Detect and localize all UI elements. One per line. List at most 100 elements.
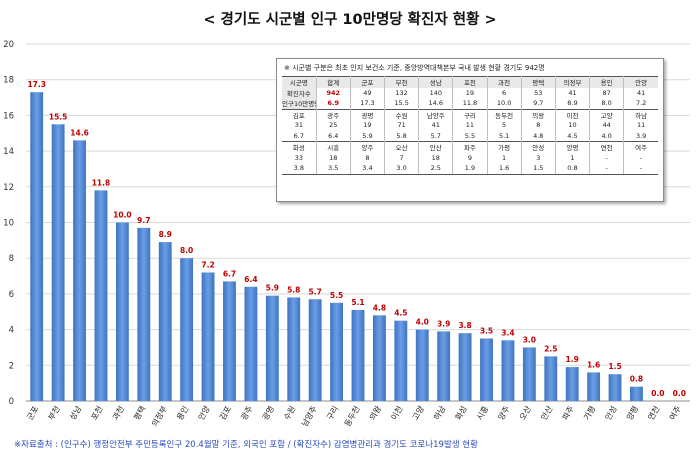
- bar: [565, 367, 579, 401]
- bar: [372, 315, 386, 401]
- table-cell: 7.2: [635, 99, 647, 108]
- table-cell: 3.9: [635, 131, 647, 140]
- bar: [244, 286, 258, 401]
- x-tick-label: 군포: [25, 405, 40, 422]
- table-cell: 포천: [452, 76, 488, 88]
- table-cell: 11: [636, 121, 646, 130]
- table-note: ※ 시군별 구분은 최초 인지 보건소 기준, 중앙방역대책본부 국내 발생 현…: [284, 64, 545, 72]
- table-cell: 8.9: [555, 98, 591, 109]
- x-tick-label: 오산: [517, 403, 533, 421]
- table-cell: 44: [589, 120, 625, 131]
- table-cell: 41: [636, 88, 646, 97]
- table-cell: -: [589, 163, 625, 175]
- bars: [30, 92, 643, 401]
- bar: [544, 356, 558, 401]
- table-cell: 구리: [452, 108, 488, 120]
- table-cell: 이천: [555, 108, 591, 120]
- x-tick-label: 광주: [239, 404, 255, 422]
- data-label: 14.6: [70, 128, 89, 137]
- table-cell: 안성: [521, 141, 556, 153]
- table-row: 33 18 8 7 18 9 1 3 1- -: [282, 152, 658, 163]
- table-cell: 5: [487, 120, 522, 131]
- table-cell: 3.5: [316, 163, 351, 175]
- table-cell: 양주: [350, 141, 386, 153]
- x-tick-label: 포천: [89, 404, 105, 422]
- bar: [30, 92, 44, 401]
- table-cell: 3: [521, 152, 556, 163]
- table-cell: 87: [589, 87, 625, 98]
- bar: [351, 309, 365, 401]
- bar: [94, 190, 108, 401]
- table-cell: 1.6: [487, 163, 522, 175]
- table-cell: 동두천: [487, 108, 522, 120]
- data-label: 4.5: [394, 309, 407, 318]
- table-cell: 71: [384, 120, 420, 131]
- table-cell: 1: [555, 152, 591, 163]
- y-tick-label: 18: [3, 76, 14, 86]
- bar: [115, 222, 129, 401]
- bar: [480, 338, 493, 401]
- bar: [437, 331, 451, 401]
- x-tick-label: 안산: [538, 403, 554, 421]
- table-cell: 5.9: [350, 130, 386, 142]
- table-row: 화성 시흥 양주 오산 안산 파주 가평 안성 양평 연천 여주: [282, 141, 658, 153]
- data-label: 5.1: [351, 298, 364, 307]
- table-cell: 김포: [282, 108, 317, 120]
- x-tick-label: 시흥: [474, 404, 490, 422]
- bar: [330, 302, 344, 401]
- data-label: 7.2: [201, 260, 214, 269]
- data-label: 6.4: [244, 275, 257, 284]
- table-cell: 14.6: [418, 98, 454, 109]
- table-cell: 41: [418, 120, 454, 131]
- summary-table: 시군명 합계 군포 부천 성남 포천 과천 평택 의정부 용인 안양 확진자수 942 49 132 140 1…: [282, 76, 658, 175]
- data-label: 0.0: [673, 389, 686, 398]
- table-cell: 고양: [589, 108, 625, 120]
- table-row: 확진자수 942 49 132 140 19 6 53 41 87 41: [282, 87, 658, 98]
- table-cell: 11: [452, 120, 488, 131]
- x-tick-label: 양주: [497, 405, 512, 422]
- table-cell: 1.5: [521, 163, 556, 175]
- table-cell: 25: [316, 120, 351, 131]
- table-row: 3.8 3.5 3.4 3.0 2.5 1.9 1.6 1.5 0.8- -: [282, 163, 658, 175]
- y-tick-label: 10: [3, 219, 14, 229]
- y-tick-label: 2: [9, 361, 14, 371]
- table-cell: 남양주: [418, 108, 454, 120]
- bar: [458, 333, 472, 401]
- bar: [501, 340, 515, 401]
- data-label: 4.8: [373, 303, 386, 312]
- data-label: 5.9: [266, 284, 279, 293]
- table-cell: 시흥: [316, 141, 351, 153]
- bar: [201, 272, 215, 401]
- x-tick-label: 하남: [431, 403, 447, 421]
- data-label: 5.7: [309, 287, 322, 296]
- table-cell: -: [589, 152, 625, 163]
- data-label: 3.0: [523, 335, 536, 344]
- table-cell: 안양: [623, 76, 658, 88]
- data-label: 8.0: [180, 246, 193, 255]
- table-cell: 3.4: [350, 163, 386, 175]
- table-cell: 확진자수: [282, 87, 317, 98]
- table-cell: 양평: [555, 141, 591, 153]
- table-cell: 4.0: [589, 130, 625, 142]
- table-cell: 시군명: [282, 76, 317, 88]
- table-cell: 6.9: [316, 98, 351, 109]
- table-row: 시군명 합계 군포 부천 성남 포천 과천 평택 의정부 용인 안양: [282, 76, 658, 88]
- x-tick-label: 여주: [667, 404, 683, 422]
- y-tick-label: 12: [3, 183, 14, 193]
- table-cell: 53: [521, 87, 556, 98]
- x-tick-label: 의정부: [149, 404, 169, 428]
- x-tick-label: 화성: [454, 405, 469, 422]
- table-cell: 8.0: [589, 98, 625, 109]
- bar: [180, 258, 194, 401]
- bar: [51, 124, 65, 401]
- x-tick-label: 부천: [46, 404, 62, 422]
- table-cell: 파주: [452, 141, 488, 153]
- table-cell: 31: [282, 120, 317, 131]
- table-cell: 1.9: [452, 163, 488, 175]
- y-tick-label: 4: [9, 326, 14, 336]
- table-cell: 오산: [384, 141, 420, 153]
- table-cell: 3.8: [282, 163, 317, 175]
- table-cell: 용인: [589, 76, 625, 88]
- summary-table-panel: ※ 시군별 구분은 최초 인지 보건소 기준, 중앙방역대책본부 국내 발생 현…: [276, 58, 664, 202]
